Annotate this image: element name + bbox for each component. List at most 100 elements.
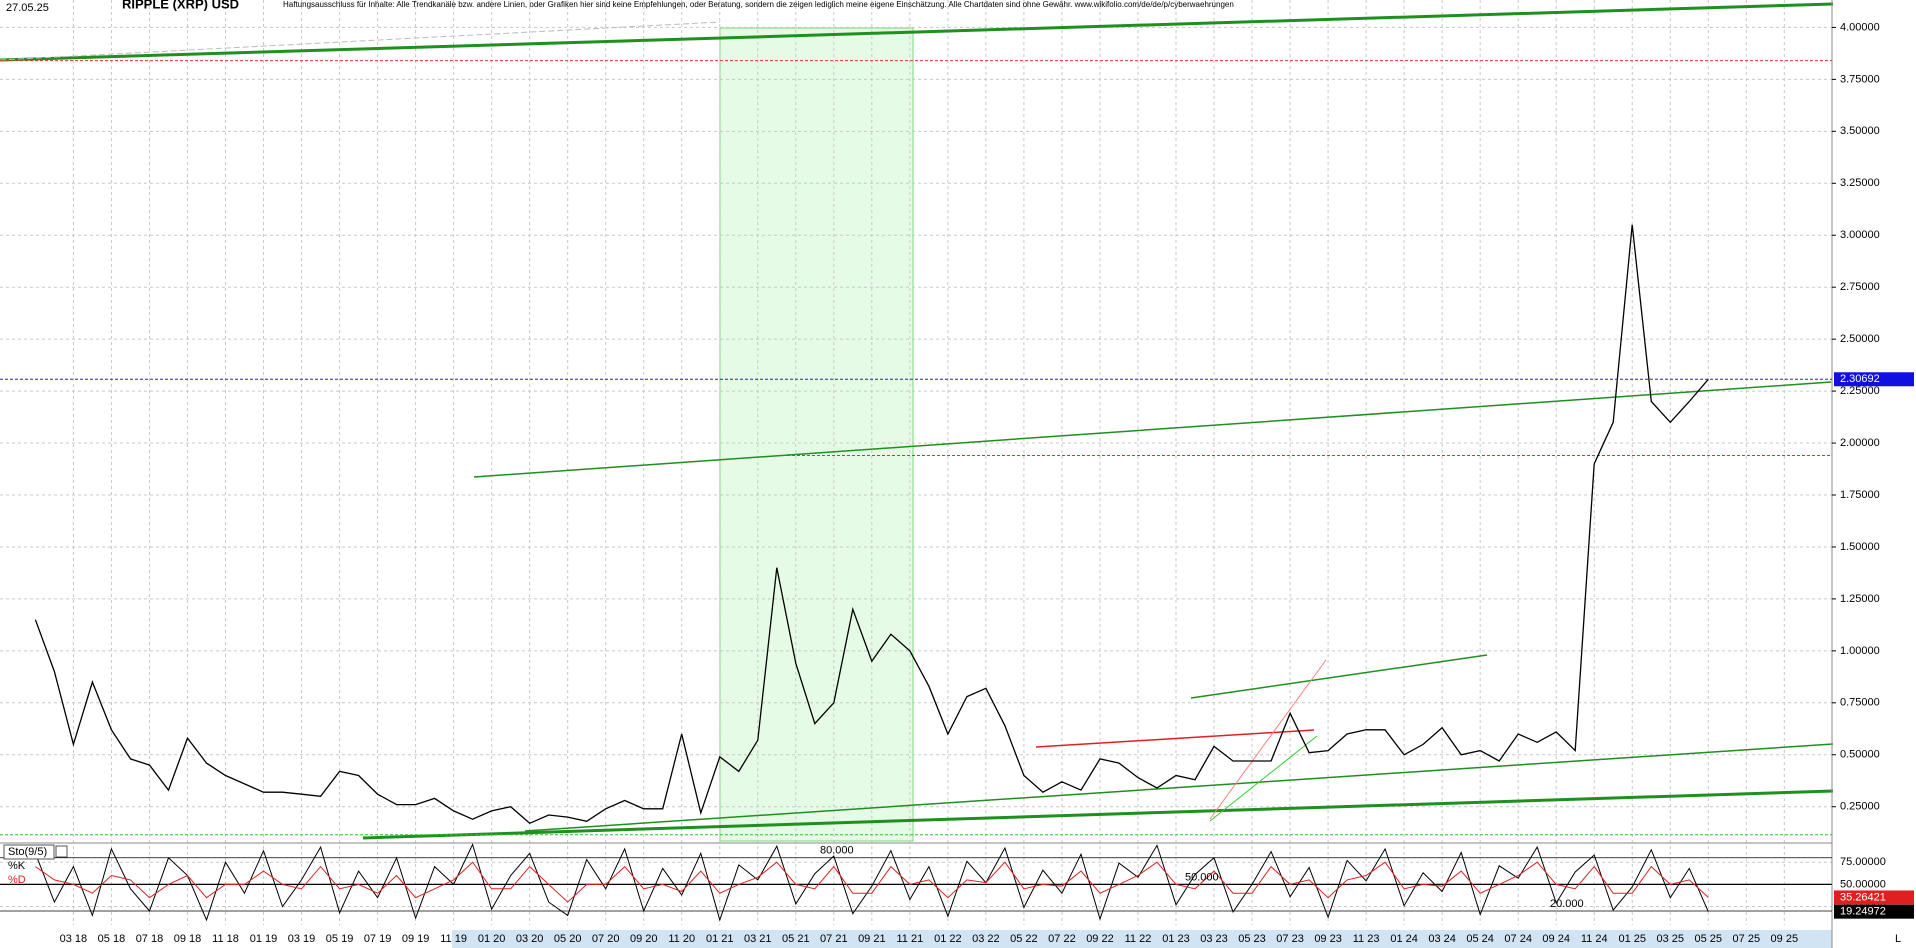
value-label: 19.24972 — [1840, 906, 1886, 918]
trendline — [473, 381, 1832, 478]
x-tick-label: 07 19 — [364, 933, 392, 945]
x-tick-label: 05 21 — [782, 933, 810, 945]
trendlines — [0, 2, 1834, 840]
x-tick-label: 09 21 — [858, 933, 886, 945]
y-tick-label: 2.00000 — [1840, 437, 1880, 449]
x-tick-label: 09 24 — [1542, 933, 1570, 945]
indicator-box — [3, 844, 55, 860]
date: 27.05.25 — [6, 2, 49, 14]
x-tick-label: 09 18 — [174, 933, 202, 945]
x-tick-label: 03 19 — [288, 933, 316, 945]
x-tick-label: 03 23 — [1200, 933, 1228, 945]
x-tick-label: 05 18 — [98, 933, 126, 945]
x-tick-label: 11 21 — [897, 933, 924, 945]
y-tick-label: 2.75000 — [1840, 281, 1880, 293]
price-line — [34, 843, 1709, 922]
value-box — [1834, 890, 1914, 905]
level-label: 80.000 — [820, 845, 854, 857]
value-box — [1834, 904, 1914, 919]
y-tick-label: 1.00000 — [1840, 645, 1880, 657]
trendline — [1035, 729, 1315, 748]
axis-end-label: L — [1895, 933, 1901, 945]
level-label: 20.000 — [1550, 898, 1584, 910]
y-tick-label: 3.75000 — [1840, 73, 1880, 85]
x-tick-label: 07 25 — [1733, 933, 1761, 945]
x-tick-label: 09 23 — [1314, 933, 1342, 945]
legend-label: %K — [8, 860, 26, 872]
x-tick-label: 05 25 — [1695, 933, 1723, 945]
trendline — [0, 21, 721, 61]
x-tick-label: 05 20 — [554, 933, 582, 945]
x-tick-label: 11 18 — [212, 933, 239, 945]
x-tick-label: 03 21 — [744, 933, 772, 945]
y-tick-label: 3.25000 — [1840, 177, 1880, 189]
y-tick-label: 1.75000 — [1840, 489, 1880, 501]
trendline — [1190, 654, 1488, 699]
x-tick-label: 07 21 — [820, 933, 848, 945]
x-tick-label: 07 18 — [136, 933, 164, 945]
x-tick-label: 05 19 — [326, 933, 354, 945]
last-price-box — [1834, 372, 1914, 387]
x-tick-label: 05 23 — [1238, 933, 1266, 945]
x-tick-label: 09 22 — [1086, 933, 1114, 945]
highlight-band — [719, 27, 914, 842]
date-bar — [452, 930, 1832, 948]
x-tick-label: 03 25 — [1656, 933, 1684, 945]
y-tick-label: 0.75000 — [1840, 697, 1880, 709]
x-tick-label: 07 22 — [1048, 933, 1076, 945]
x-tick-label: 01 24 — [1390, 933, 1418, 945]
trendline — [1209, 659, 1327, 820]
y-tick-label: 0.25000 — [1840, 801, 1880, 813]
x-tick-label: 03 22 — [972, 933, 1000, 945]
y-tick-label: 3.50000 — [1840, 125, 1880, 137]
trendline — [362, 789, 1834, 840]
x-tick-label: 03 20 — [516, 933, 544, 945]
x-tick-label: 01 23 — [1162, 933, 1190, 945]
y-tick-label: 3.00000 — [1840, 229, 1880, 241]
x-tick-label: 03 18 — [60, 933, 88, 945]
x-tick-label: 05 22 — [1010, 933, 1038, 945]
expand-button[interactable] — [55, 845, 68, 858]
x-tick-label: 05 24 — [1466, 933, 1494, 945]
x-tick-label: 07 23 — [1276, 933, 1304, 945]
last-price-label: 2.30692 — [1840, 373, 1880, 385]
x-tick-label: 07 20 — [592, 933, 620, 945]
x-tick-label: 11 22 — [1125, 933, 1152, 945]
x-tick-label: 01 20 — [478, 933, 506, 945]
y-tick-label: 1.50000 — [1840, 541, 1880, 553]
y-tick-label: 2.25000 — [1840, 385, 1880, 397]
y-tick-label: 1.25000 — [1840, 593, 1880, 605]
x-tick-label: 09 20 — [630, 933, 658, 945]
level-label: 50.000 — [1185, 871, 1219, 883]
value-label: 35.26421 — [1840, 891, 1886, 903]
disclaimer: Haftungsausschluss für Inhalte: Alle Tre… — [283, 0, 1234, 9]
x-tick-label: 03 24 — [1428, 933, 1456, 945]
x-tick-label: 01 25 — [1618, 933, 1646, 945]
x-tick-label: 09 19 — [402, 933, 430, 945]
y-tick-label: 75.00000 — [1840, 856, 1886, 868]
x-tick-label: 01 19 — [250, 933, 278, 945]
marks — [0, 60, 1832, 922]
y-tick-label: 0.50000 — [1840, 749, 1880, 761]
x-tick-label: 09 25 — [1771, 933, 1799, 945]
y-tick-label: 50.00000 — [1840, 878, 1886, 890]
x-tick-label: 11 19 — [440, 933, 467, 945]
price-line — [35, 861, 1709, 903]
legend-label: %D — [8, 874, 26, 886]
trendline — [1209, 735, 1318, 822]
y-tick-label: 4.00000 — [1840, 21, 1880, 33]
indicator-title: Sto(9/5) — [8, 846, 47, 858]
x-tick-label: 01 21 — [706, 933, 734, 945]
x-tick-label: 01 22 — [934, 933, 962, 945]
trendline — [524, 743, 1834, 832]
x-tick-label: 11 23 — [1353, 933, 1380, 945]
x-tick-label: 11 24 — [1581, 933, 1608, 945]
price-line — [34, 224, 1709, 825]
chart-title: RIPPLE (XRP) USD — [122, 0, 239, 11]
trendline — [0, 2, 1834, 62]
y-tick-label: 2.50000 — [1840, 333, 1880, 345]
x-tick-label: 07 24 — [1504, 933, 1532, 945]
x-tick-label: 11 20 — [668, 933, 695, 945]
